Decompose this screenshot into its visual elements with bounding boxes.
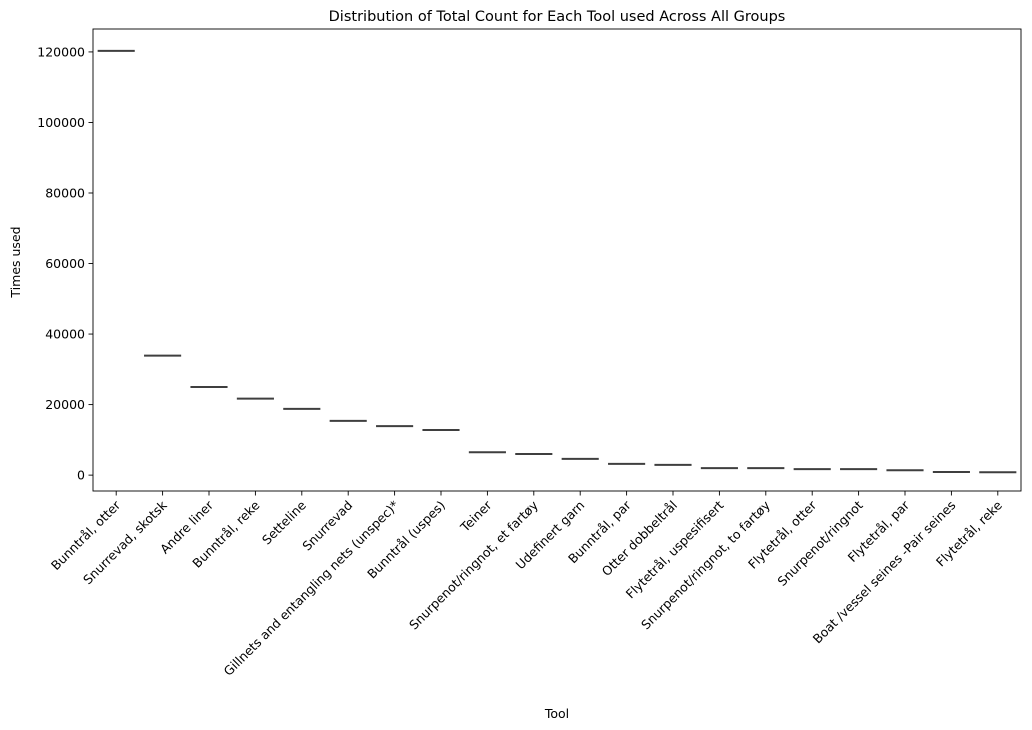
x-tick-label: Snurpenot/ringnot: [774, 497, 865, 588]
y-tick-label: 80000: [45, 185, 85, 200]
y-tick-label: 60000: [45, 256, 85, 271]
x-tick-label: Teiner: [457, 497, 495, 535]
x-tick-label: Bunntrål (uspes): [364, 498, 448, 582]
y-axis-label: Times used: [8, 226, 23, 298]
y-tick-label: 40000: [45, 327, 85, 342]
y-axis-ticks: 0 20000 40000 60000 80000 100000 120000: [37, 44, 93, 483]
x-tick-label: Gillnets and entangling nets (unspec)*: [221, 498, 402, 679]
y-tick-label: 0: [77, 468, 85, 483]
chart-title: Distribution of Total Count for Each Too…: [329, 9, 786, 25]
y-tick-label: 120000: [37, 44, 85, 59]
y-tick-label: 100000: [37, 115, 85, 130]
plot-frame: [92, 28, 1022, 492]
plot-marks: [97, 49, 1017, 474]
y-tick-label: 20000: [45, 397, 85, 412]
x-tick-label: Snurrevad, skotsk: [80, 497, 170, 587]
x-axis-label: Tool: [544, 706, 569, 721]
